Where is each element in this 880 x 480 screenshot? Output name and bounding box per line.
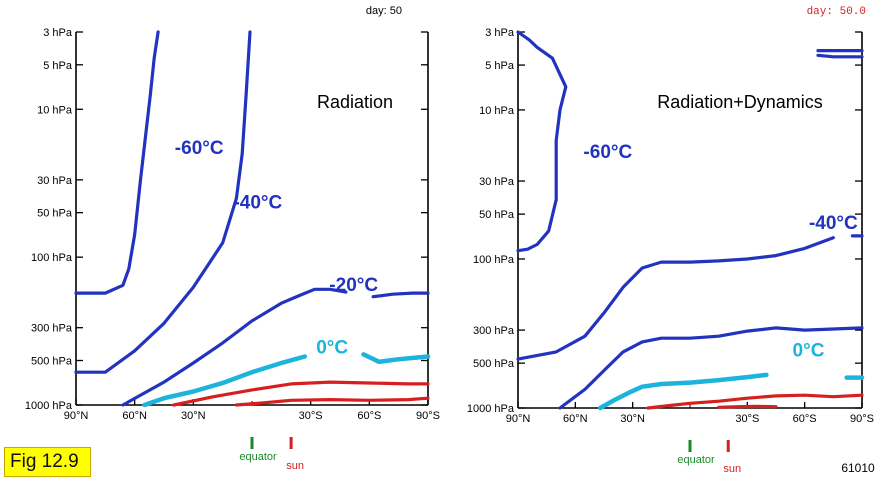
- isotherm-line-0C: [597, 372, 769, 411]
- day-readout: day: 50: [366, 5, 402, 17]
- figure-label-badge: Fig 12.9: [4, 447, 91, 477]
- x-tick-label: 60°N: [122, 410, 147, 422]
- isotherm-label: 0°C: [793, 340, 825, 361]
- isotherm-line-warm_isotherm-4: [172, 380, 430, 407]
- y-tick-label: 10 hPa: [479, 105, 515, 117]
- isotherm-line--40C: [74, 30, 252, 374]
- y-tick-label: 1000 hPa: [25, 400, 73, 412]
- y-tick-label: 5 hPa: [43, 60, 73, 72]
- sun-label: sun: [286, 460, 304, 472]
- chart-panel-1: 3 hPa 5 hPa 10 hPa 30 hPa 50 hPa 100 hPa 300 h…: [25, 5, 440, 472]
- day-readout: day: 50.0: [807, 6, 866, 18]
- x-tick-label: 90°N: [64, 410, 89, 422]
- isotherm-label: 0°C: [316, 338, 348, 359]
- x-tick-label: 60°S: [357, 410, 381, 422]
- x-tick-label: 30°N: [181, 410, 206, 422]
- day-label: day:: [366, 5, 390, 17]
- y-tick-label: 300 hPa: [473, 325, 515, 337]
- isotherm-line--20C: [121, 287, 348, 407]
- y-tick-label: 100 hPa: [473, 254, 515, 266]
- isotherm-line--60C-segment-3: [816, 53, 864, 59]
- y-tick-label: 300 hPa: [31, 323, 73, 335]
- y-tick-label: 30 hPa: [479, 176, 515, 188]
- y-tick-label: 3 hPa: [485, 27, 515, 39]
- y-tick-label: 50 hPa: [479, 209, 515, 221]
- panel-title: Radiation: [317, 92, 393, 112]
- y-tick-label: 1000 hPa: [467, 403, 515, 415]
- isotherm-line-0C: [142, 354, 308, 408]
- y-tick-label: 10 hPa: [37, 104, 73, 116]
- day-label: day:: [807, 6, 840, 18]
- x-tick-label: 90°S: [416, 410, 440, 422]
- x-tick-label: 90°N: [506, 413, 531, 425]
- isotherm-line-warm_isotherm-5: [234, 396, 430, 407]
- y-tick-label: 50 hPa: [37, 208, 73, 220]
- y-tick-label: 500 hPa: [473, 358, 515, 370]
- equator-label: equator: [677, 454, 715, 466]
- x-tick-label: 60°S: [793, 413, 817, 425]
- isotherm-line-warm_isotherm-5: [717, 404, 778, 409]
- figure-code: 61010: [841, 461, 875, 475]
- isotherm-line--60C: [516, 30, 568, 253]
- isotherm-label: -20°C: [329, 275, 378, 296]
- isotherm-line-cold_isotherm-2: [558, 326, 864, 410]
- day-value: 50.0: [840, 6, 866, 18]
- isotherm-label: -40°C: [233, 193, 282, 214]
- x-tick-label: 30°S: [735, 413, 759, 425]
- x-tick-label: 30°N: [620, 413, 645, 425]
- chart-panel-2: 3 hPa 5 hPa 10 hPa 30 hPa 50 hPa 100 hPa 300 h…: [467, 6, 874, 475]
- isotherm-line--40C: [516, 236, 835, 361]
- isotherm-line-0C-segment-2: [361, 352, 431, 365]
- x-tick-label: 30°S: [299, 410, 323, 422]
- panel-title: Radiation+Dynamics: [657, 92, 823, 112]
- sun-label: sun: [723, 463, 741, 475]
- isotherm-label: -60°C: [583, 142, 632, 163]
- y-tick-label: 500 hPa: [31, 355, 73, 367]
- y-tick-label: 5 hPa: [485, 60, 515, 72]
- x-tick-label: 90°S: [850, 413, 874, 425]
- isotherm-line--60C: [74, 30, 160, 295]
- equator-label: equator: [239, 451, 277, 463]
- y-tick-label: 100 hPa: [31, 252, 73, 264]
- isotherm-line-warm_isotherm-4: [646, 393, 864, 410]
- isotherm-line--20C-segment-2: [371, 291, 430, 299]
- y-tick-label: 3 hPa: [43, 27, 73, 39]
- y-tick-label: 30 hPa: [37, 175, 73, 187]
- isotherm-label: -40°C: [809, 213, 858, 234]
- day-value: 50: [390, 5, 402, 17]
- x-tick-label: 60°N: [563, 413, 588, 425]
- isotherm-label: -60°C: [175, 138, 224, 159]
